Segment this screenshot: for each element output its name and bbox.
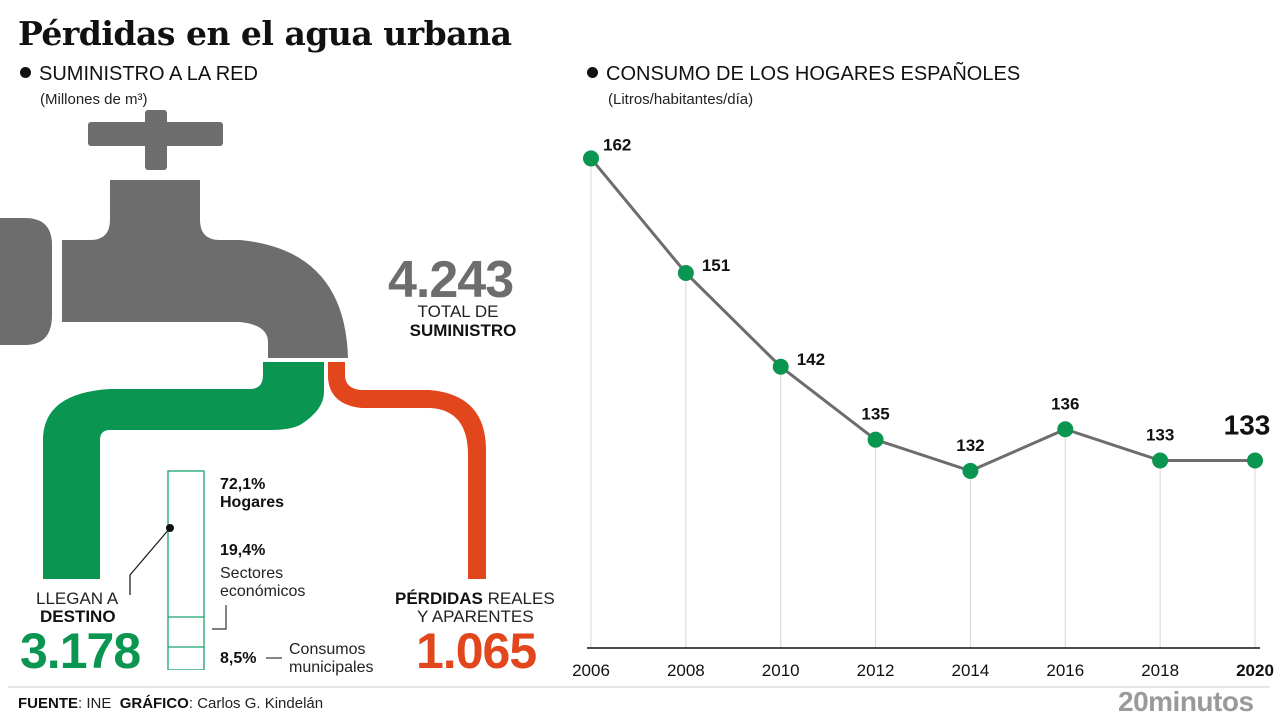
losses-value: 1.065 — [416, 623, 537, 679]
x-tick-label: 2010 — [762, 661, 800, 680]
data-label: 151 — [702, 256, 730, 275]
data-point — [962, 462, 979, 479]
bullet-icon — [587, 67, 598, 78]
losses-label-2: Y APARENTES — [417, 607, 534, 626]
x-tick-label: 2016 — [1046, 661, 1084, 680]
footer-credits: FUENTE: INE GRÁFICO: Carlos G. Kindelán — [18, 695, 323, 712]
connector-line — [129, 527, 171, 595]
total-supply-value: 4.243 — [388, 251, 514, 309]
data-point — [1247, 452, 1263, 469]
consumption-line-chart: 162 151 142 135 132 136 133 133 2006 2008 2010 201… — [572, 135, 1274, 680]
municipales-label-2: municipales — [289, 659, 374, 676]
supply-heading: SUMINISTRO A LA RED — [20, 63, 258, 86]
hogares-label: Hogares — [220, 494, 285, 511]
data-label: 135 — [861, 405, 889, 424]
municipales-percent: 8,5% — [220, 650, 257, 667]
losses-label-1: PÉRDIDAS REALES — [395, 589, 555, 609]
bullet-icon — [20, 67, 31, 78]
data-point — [1152, 452, 1169, 469]
data-label: 142 — [797, 350, 825, 369]
brand-logo: 20minutos — [1118, 686, 1254, 717]
data-point — [867, 431, 884, 448]
data-label: 133 — [1224, 410, 1271, 441]
x-tick-label: 2020 — [1236, 661, 1274, 680]
x-tick-label: 2012 — [857, 661, 895, 680]
sectores-label-2: económicos — [220, 583, 306, 600]
x-tick-label: 2008 — [667, 661, 705, 680]
x-tick-label: 2006 — [572, 661, 610, 680]
sectores-bracket — [212, 605, 227, 630]
breakdown-box — [167, 470, 205, 670]
data-label: 162 — [603, 135, 631, 154]
losses-label-bold: PÉRDIDAS — [395, 589, 483, 608]
data-point — [677, 265, 694, 281]
hogares-percent: 72,1% — [220, 476, 266, 493]
series-line — [589, 157, 1255, 473]
total-supply-label-1: TOTAL DE — [417, 302, 499, 321]
losses-label-rest: REALES — [482, 589, 555, 608]
x-tick-label: 2014 — [952, 661, 990, 680]
destination-value: 3.178 — [20, 623, 141, 679]
municipales-label-1: Consumos — [289, 641, 366, 658]
source-label: FUENTE — [18, 695, 78, 712]
tap-handle-stem — [145, 110, 167, 170]
graphic-value: : Carlos G. Kindelán — [188, 695, 324, 712]
destination-label-2: DESTINO — [40, 607, 116, 626]
losses-pipe — [328, 362, 486, 579]
total-supply-label-2: SUMINISTRO — [409, 321, 517, 340]
footer-divider — [8, 686, 1270, 688]
tap-illustration — [0, 110, 486, 670]
x-tick-label: 2018 — [1141, 661, 1179, 680]
destination-label-1: LLEGAN A — [36, 589, 119, 608]
data-point — [583, 150, 599, 167]
data-point — [1057, 421, 1074, 438]
source-value: : INE — [78, 695, 112, 712]
page-title: Pérdidas en el agua urbana — [18, 14, 512, 53]
chart-title: CONSUMO DE LOS HOGARES ESPAÑOLES — [606, 63, 1021, 85]
supply-heading-text: SUMINISTRO A LA RED — [39, 63, 258, 85]
supply-unit: (Millones de m³) — [40, 91, 148, 108]
sectores-label-1: Sectores — [220, 565, 284, 582]
tap-flange — [0, 218, 52, 345]
tap-body — [62, 180, 348, 358]
chart-subtitle: (Litros/habitantes/día) — [608, 91, 754, 108]
graphic-label: GRÁFICO — [119, 695, 189, 712]
data-point — [772, 358, 789, 375]
sectores-percent: 19,4% — [220, 542, 266, 559]
data-label: 136 — [1051, 394, 1079, 413]
data-label: 132 — [956, 436, 984, 455]
data-label: 133 — [1146, 426, 1174, 445]
connector-dot — [166, 524, 174, 532]
chart-heading: CONSUMO DE LOS HOGARES ESPAÑOLES — [587, 63, 1020, 86]
